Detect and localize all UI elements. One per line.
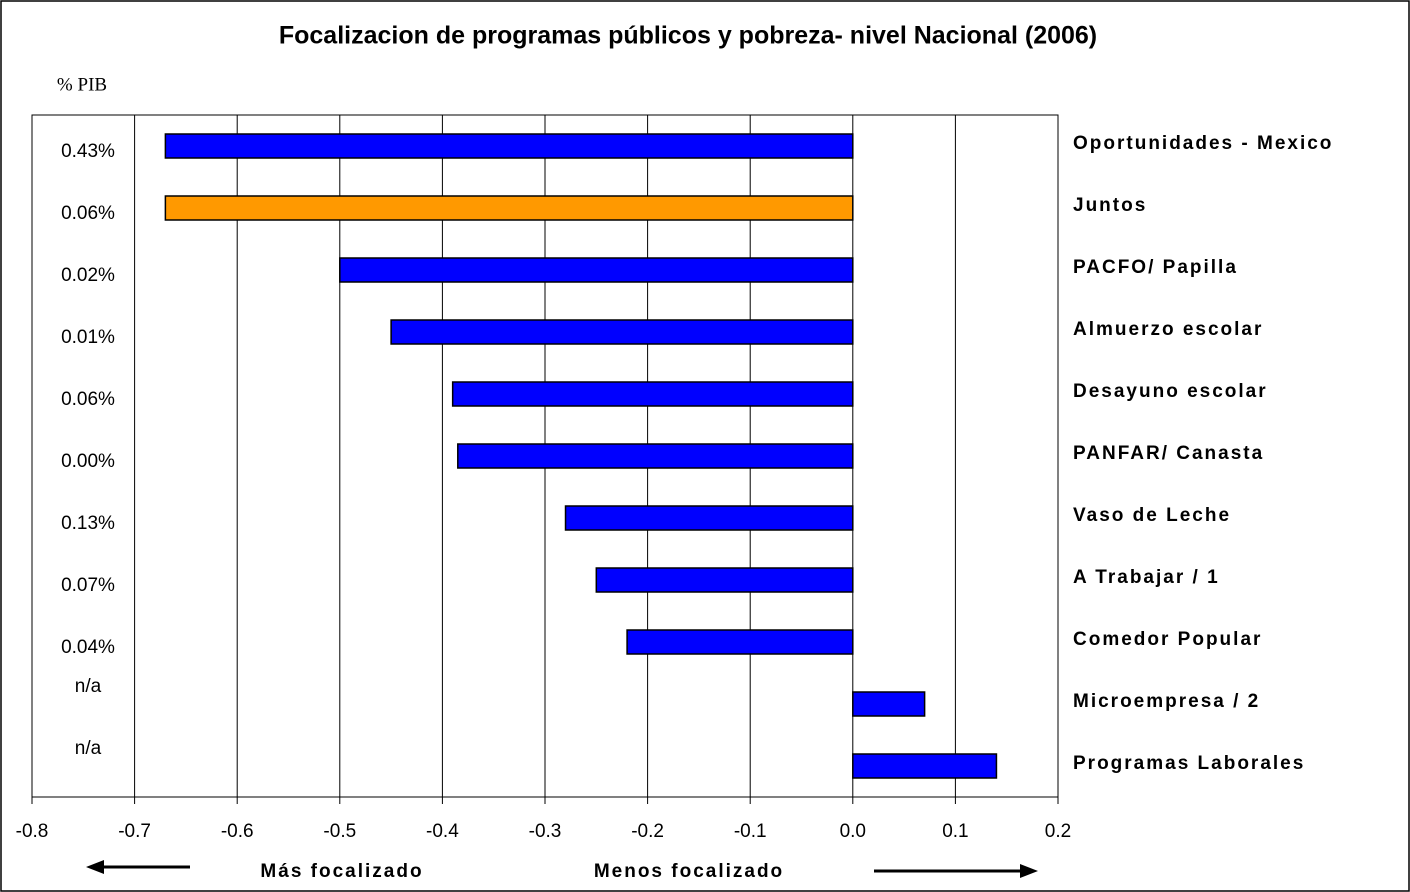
- pib-label: 0.13%: [61, 513, 115, 534]
- x-tick-label: -0.4: [426, 821, 459, 842]
- bar: [852, 753, 998, 779]
- pib-label: 0.06%: [61, 389, 115, 410]
- pib-label: 0.43%: [61, 141, 115, 162]
- x-tick-label: -0.8: [16, 821, 49, 842]
- x-tick-label: -0.2: [631, 821, 664, 842]
- pib-label: 0.07%: [61, 575, 115, 596]
- annotation: Menos focalizado: [594, 861, 784, 882]
- pib-label: 0.00%: [61, 451, 115, 472]
- category-label: Juntos: [1073, 195, 1147, 216]
- category-label: Almuerzo escolar: [1073, 319, 1263, 340]
- pib-label: 0.01%: [61, 327, 115, 348]
- x-tick-label: -0.7: [118, 821, 151, 842]
- pib-label: 0.06%: [61, 203, 115, 224]
- annotation: Más focalizado: [260, 861, 423, 882]
- x-tick-label: -0.5: [323, 821, 356, 842]
- bar: [626, 629, 854, 655]
- bar: [164, 133, 854, 159]
- x-tick-label: 0.0: [840, 821, 866, 842]
- category-label: Desayuno escolar: [1073, 381, 1268, 402]
- bar: [564, 505, 854, 531]
- category-label: Programas Laborales: [1073, 753, 1305, 774]
- arrow-right: [874, 864, 1038, 878]
- bar: [390, 319, 854, 345]
- x-tick-label: -0.1: [734, 821, 767, 842]
- pib-label: 0.02%: [61, 265, 115, 286]
- x-tick-label: 0.2: [1045, 821, 1071, 842]
- chart-title: Focalizacion de programas públicos y pob…: [279, 22, 1097, 50]
- bar: [339, 257, 854, 283]
- arrow-left: [86, 860, 190, 874]
- x-tick-label: -0.3: [529, 821, 562, 842]
- category-label: Comedor Popular: [1073, 629, 1262, 650]
- y-label: % PIB: [57, 74, 107, 95]
- category-label: PANFAR/ Canasta: [1073, 443, 1264, 464]
- x-tick-label: 0.1: [942, 821, 968, 842]
- bar: [451, 381, 854, 407]
- category-label: A Trabajar / 1: [1073, 567, 1220, 588]
- bar: [852, 691, 926, 717]
- pib-label: n/a: [75, 676, 102, 697]
- category-label: Microempresa / 2: [1073, 691, 1260, 712]
- x-tick-label: -0.6: [221, 821, 254, 842]
- category-label: Vaso de Leche: [1073, 505, 1231, 526]
- bar: [595, 567, 854, 593]
- pib-label: 0.04%: [61, 637, 115, 658]
- pib-label: n/a: [75, 738, 102, 759]
- bar: [164, 195, 854, 221]
- category-label: Oportunidades - Mexico: [1073, 133, 1333, 154]
- bar: [457, 443, 854, 469]
- category-label: PACFO/ Papilla: [1073, 257, 1238, 278]
